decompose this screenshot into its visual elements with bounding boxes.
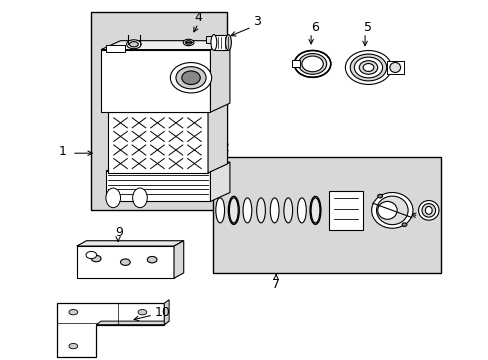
Ellipse shape	[225, 35, 231, 50]
Ellipse shape	[183, 39, 194, 46]
Ellipse shape	[69, 310, 78, 315]
Text: 4: 4	[194, 11, 202, 24]
Polygon shape	[101, 41, 229, 50]
Bar	[91, 12, 227, 210]
Ellipse shape	[120, 259, 130, 265]
Text: 9: 9	[115, 226, 123, 239]
Ellipse shape	[425, 206, 431, 214]
Ellipse shape	[126, 40, 141, 49]
Text: 10: 10	[154, 306, 170, 319]
Ellipse shape	[345, 50, 391, 85]
Text: 2: 2	[221, 141, 228, 154]
Ellipse shape	[210, 35, 216, 50]
Ellipse shape	[310, 198, 319, 223]
Ellipse shape	[298, 54, 326, 74]
Ellipse shape	[389, 63, 400, 72]
Ellipse shape	[69, 343, 78, 349]
Text: 5: 5	[364, 21, 372, 33]
Ellipse shape	[170, 63, 211, 93]
Polygon shape	[108, 103, 227, 112]
Bar	[212, 157, 441, 273]
Ellipse shape	[284, 198, 292, 223]
Ellipse shape	[138, 310, 146, 315]
Ellipse shape	[106, 188, 120, 208]
Bar	[106, 45, 125, 52]
Ellipse shape	[349, 54, 386, 81]
Ellipse shape	[297, 198, 305, 223]
Ellipse shape	[418, 201, 438, 220]
Ellipse shape	[401, 223, 406, 226]
Text: 1: 1	[59, 145, 67, 158]
Ellipse shape	[377, 202, 396, 219]
Text: 8: 8	[420, 209, 427, 222]
Ellipse shape	[147, 256, 157, 263]
Polygon shape	[77, 241, 183, 246]
Polygon shape	[210, 41, 229, 112]
Polygon shape	[210, 162, 229, 202]
Polygon shape	[96, 321, 169, 325]
Ellipse shape	[243, 198, 251, 223]
Text: 3: 3	[252, 14, 260, 27]
Ellipse shape	[129, 41, 138, 47]
Ellipse shape	[185, 41, 191, 44]
Ellipse shape	[294, 50, 330, 77]
Ellipse shape	[270, 198, 279, 223]
Ellipse shape	[86, 251, 97, 258]
Polygon shape	[164, 300, 169, 325]
Bar	[291, 60, 300, 67]
Ellipse shape	[371, 193, 412, 228]
Ellipse shape	[132, 188, 147, 208]
Ellipse shape	[301, 56, 323, 72]
Ellipse shape	[376, 196, 407, 225]
Text: 7: 7	[271, 278, 280, 291]
Text: 6: 6	[310, 21, 318, 33]
Ellipse shape	[182, 71, 200, 85]
Ellipse shape	[229, 198, 238, 223]
Ellipse shape	[363, 64, 373, 71]
Polygon shape	[77, 246, 174, 278]
Ellipse shape	[359, 61, 377, 74]
Polygon shape	[328, 191, 363, 230]
Ellipse shape	[176, 67, 205, 89]
Ellipse shape	[421, 203, 435, 217]
Ellipse shape	[215, 198, 224, 223]
Polygon shape	[108, 112, 207, 173]
Polygon shape	[213, 35, 228, 50]
Ellipse shape	[91, 255, 101, 262]
Polygon shape	[101, 50, 210, 112]
Polygon shape	[106, 162, 229, 171]
Ellipse shape	[256, 198, 265, 223]
Bar	[386, 61, 403, 74]
Ellipse shape	[377, 194, 382, 198]
Polygon shape	[174, 241, 183, 278]
Polygon shape	[207, 103, 227, 173]
Bar	[205, 36, 224, 43]
Polygon shape	[57, 303, 164, 357]
Ellipse shape	[354, 57, 382, 78]
Polygon shape	[106, 171, 210, 202]
